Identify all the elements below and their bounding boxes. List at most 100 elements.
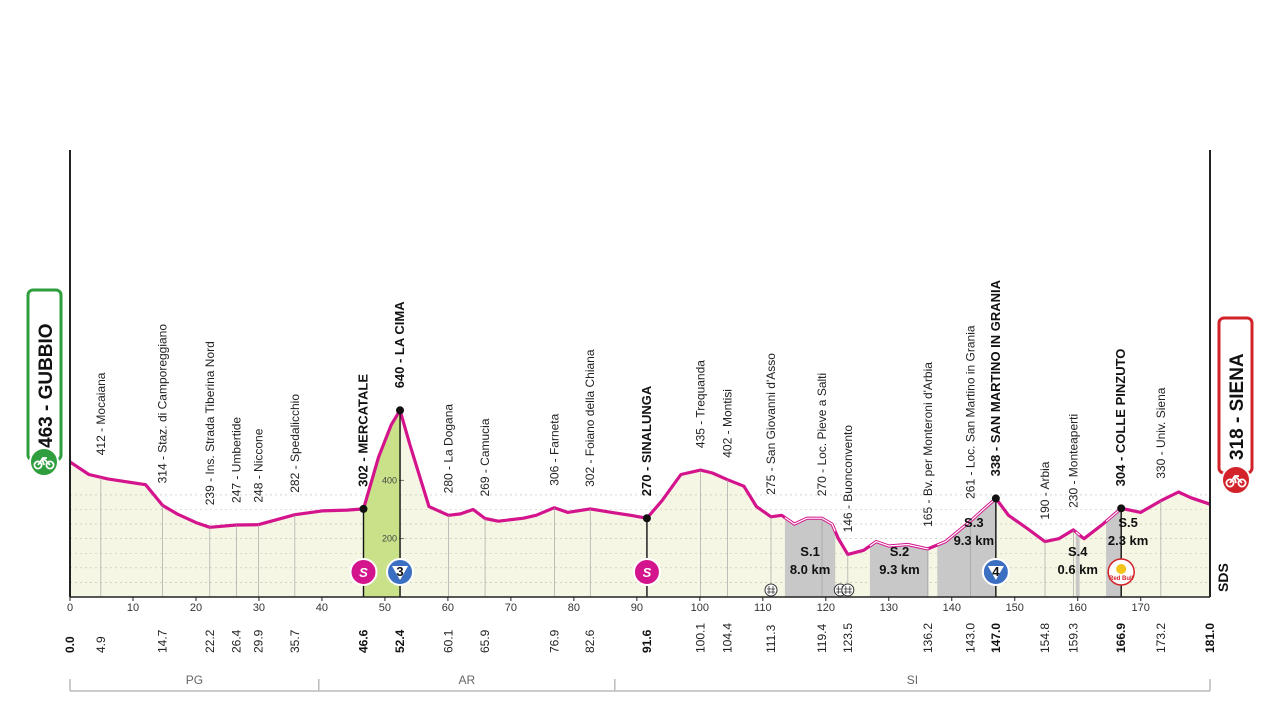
- gravel-sector-length: 0.6 km: [1057, 562, 1097, 577]
- waypoint-label: 282 - Spedalicchio: [288, 394, 302, 493]
- km-tick-label: 20: [190, 602, 202, 614]
- waypoint-label: 640 - LA CIMA: [392, 301, 407, 389]
- km-tick-label: 80: [568, 602, 580, 614]
- km-tick-label: 160: [1069, 602, 1087, 614]
- start-badge: 463 - GUBBIO: [26, 288, 63, 477]
- profile-line: [69, 408, 1211, 556]
- waypoint-label: 270 - Loc. Pieve a Salti: [815, 373, 829, 496]
- waypoint-label: 230 - Monteaperti: [1066, 414, 1080, 508]
- waypoint-dot: [359, 504, 368, 513]
- redbull-marker-label: Red Bull: [1109, 576, 1134, 582]
- gravel-road-line: [1075, 531, 1080, 536]
- waypoint-label: 280 - La Dogana: [442, 404, 456, 494]
- gravel-sector-name: S.5: [1118, 515, 1138, 530]
- gravel-sector-band: [869, 541, 929, 597]
- waypoint-km-label: 22.2: [203, 629, 217, 653]
- rail-crossing-lines: [843, 586, 852, 594]
- waypoint-label: 402 - Montisi: [721, 389, 735, 458]
- gravel-sector-band: [1075, 532, 1080, 597]
- km-tick-label: 0: [67, 602, 73, 614]
- gravel-road-line: [1105, 508, 1121, 522]
- waypoint-km-label: 29.9: [251, 629, 265, 653]
- km-tick-label: 140: [943, 602, 961, 614]
- gravel-sector-length: 9.3 km: [879, 562, 919, 577]
- waypoint-label: 306 - Farneta: [547, 413, 561, 485]
- finish-badge: 318 - SIENA: [1217, 316, 1254, 495]
- waypoint-km-label: 159.3: [1066, 623, 1080, 653]
- kom-marker-label: 4: [992, 564, 1000, 579]
- region-label: SI: [907, 673, 918, 687]
- km-tick-label: 110: [754, 602, 772, 614]
- gravel-sector-length: 8.0 km: [790, 562, 830, 577]
- waypoints: 412 - Mocaiana 314 - Staz. di Camporeggia…: [94, 279, 1168, 597]
- waypoint-km-label: 26.4: [229, 629, 243, 653]
- gravel-sector-length: 9.3 km: [954, 533, 994, 548]
- end-km-label: 181.0: [1203, 623, 1217, 653]
- km-tick-label: 100: [691, 602, 709, 614]
- race-markers: S.1 8.0 km S.2 9.3 km S.3 9.3 km S.4 0.6 km S.5 2…: [349, 515, 1148, 597]
- km-axis: 4.9 14.7 22.2 26.4 29.9 35.7 46.6 52.4 60.1 65.9 7…: [63, 596, 1217, 653]
- waypoint-label: 190 - Arbia: [1038, 461, 1052, 519]
- redbull-sun-icon: [1116, 564, 1127, 574]
- bicycle-icon: [33, 456, 55, 470]
- waypoint-label: 338 - SAN MARTINO IN GRANIA: [988, 279, 1003, 476]
- climb-band: [363, 410, 400, 597]
- waypoint-label: 269 - Camucia: [478, 418, 492, 496]
- regions: PG AR SI: [69, 673, 1211, 692]
- km-tick-label: 170: [1132, 602, 1150, 614]
- km-tick-label: 30: [253, 602, 265, 614]
- sprint-marker-label: S: [359, 565, 368, 580]
- waypoint-km-label: 76.9: [547, 629, 561, 653]
- km-tick-label: 150: [1006, 602, 1024, 614]
- waypoint-label: 302 - MERCATALE: [356, 374, 371, 487]
- kom-marker-label: 3: [396, 564, 403, 579]
- km-tick-label: 120: [817, 602, 835, 614]
- sprint-marker: [349, 558, 378, 586]
- waypoint-label: 275 - San Giovanni d'Asso: [764, 353, 778, 495]
- region-label: PG: [186, 673, 203, 687]
- finish-label: 318 - SIENA: [1227, 353, 1248, 460]
- kom-triangle-icon: [987, 566, 1004, 580]
- waypoint-km-label: 173.2: [1154, 623, 1168, 653]
- waypoint-label: 239 - Ins. Strada Tiberina Nord: [203, 341, 217, 505]
- waypoint-dot: [1117, 504, 1126, 513]
- gravel-sector-band: [937, 498, 996, 597]
- waypoint-label: 146 - Buonconvento: [841, 425, 855, 533]
- waypoint-label: 248 - Niccone: [251, 428, 265, 502]
- rail-crossing-icon: [841, 583, 855, 597]
- waypoint-km-label: 65.9: [478, 629, 492, 653]
- waypoint-label: 247 - Umbertide: [229, 417, 243, 503]
- altitude-tick-label: 400: [382, 475, 397, 485]
- waypoint-label: 261 - Loc. San Martino in Grania: [964, 325, 978, 499]
- waypoint-km-label: 111.3: [764, 624, 778, 653]
- gravel-sector-length: 2.3 km: [1108, 533, 1148, 548]
- km-tick-label: 90: [631, 602, 643, 614]
- waypoint-km-label: 91.6: [640, 629, 654, 653]
- waypoint-label: 270 - SINALUNGA: [639, 385, 654, 496]
- km-tick-label: 130: [880, 602, 898, 614]
- km-tick-label: 40: [316, 602, 328, 614]
- waypoint-km-label: 166.9: [1114, 623, 1128, 653]
- gravel-sector-band: [784, 517, 836, 597]
- region-label: AR: [458, 673, 475, 687]
- km-tick-label: 50: [379, 602, 391, 614]
- waypoint-label: 314 - Staz. di Camporeggiano: [156, 324, 170, 484]
- waypoint-km-label: 14.7: [156, 629, 170, 653]
- bicycle-icon: [1225, 474, 1247, 488]
- gravel-road-line: [784, 517, 836, 532]
- gravel-sector-name: S.1: [800, 544, 820, 559]
- waypoint-km-label: 82.6: [583, 629, 597, 653]
- waypoint-label: 302 - Foiano della Chiana: [583, 349, 597, 487]
- waypoint-label: 304 - COLLE PINZUTO: [1113, 349, 1128, 487]
- sprint-marker: [632, 558, 661, 586]
- sector-bands: 200 400: [363, 410, 1121, 597]
- waypoint-km-label: 60.1: [442, 629, 456, 653]
- gravel-sector-name: S.4: [1068, 544, 1088, 559]
- waypoint-km-label: 119.4: [815, 624, 829, 653]
- waypoint-dot: [642, 514, 651, 523]
- kom-triangle-icon: [392, 566, 409, 580]
- waypoint-km-label: 147.0: [989, 623, 1003, 653]
- gravel-sector-name: S.3: [964, 515, 984, 530]
- gravel-road-line: [869, 540, 929, 550]
